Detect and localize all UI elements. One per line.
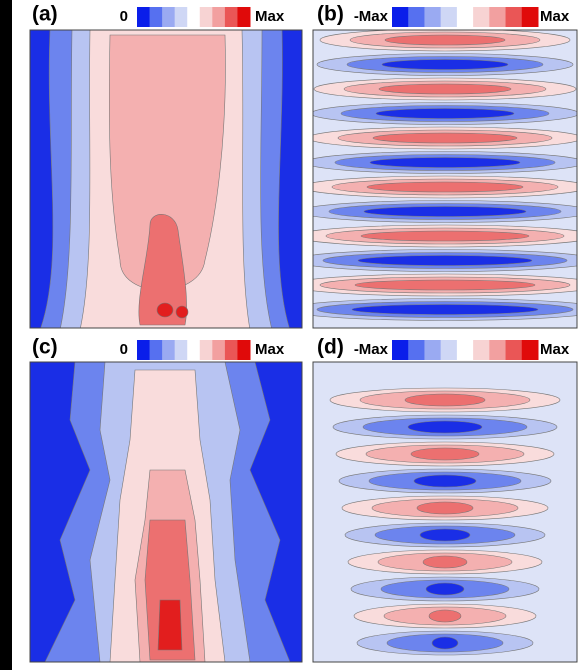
colorbar-segment — [162, 340, 175, 360]
scale-max: Max — [540, 8, 570, 25]
contour-region — [385, 35, 505, 45]
contour-region — [355, 280, 535, 290]
colorbar-segment — [408, 340, 425, 360]
colorbar-segment — [392, 340, 409, 360]
colorbar-segment — [162, 7, 175, 27]
contour-region — [158, 600, 182, 650]
colorbar-segment — [506, 340, 523, 360]
panel-label: (a) — [32, 3, 58, 26]
colorbar-segment — [225, 340, 238, 360]
contour-region — [373, 133, 517, 143]
colorbar-segment — [137, 340, 150, 360]
contour-region — [379, 84, 511, 94]
contour-region — [364, 207, 526, 217]
colorbar-segment — [212, 7, 225, 27]
colorbar-segment — [424, 7, 441, 27]
panel-label: (c) — [32, 336, 58, 359]
colorbar-segment — [150, 7, 163, 27]
colorbar-segment — [522, 7, 539, 27]
colorbar-segment — [187, 340, 200, 360]
contour-region — [432, 637, 458, 649]
contour-region — [420, 529, 470, 541]
figure: (a) 0 Max (b) -Max Max (c) 0 Max (d) -Ma… — [0, 0, 579, 670]
contour-region — [352, 305, 538, 315]
colorbar-segment — [237, 7, 250, 27]
contour-region — [414, 475, 476, 487]
colorbar-segment — [489, 7, 506, 27]
panel-label: (b) — [317, 3, 344, 26]
panel-label: (d) — [317, 336, 344, 359]
colorbar-segment — [489, 340, 506, 360]
contour-region — [361, 231, 529, 241]
colorbar-segment — [473, 7, 490, 27]
colorbar-segment — [150, 340, 163, 360]
contour-region — [429, 610, 461, 622]
colorbar-segment — [457, 340, 474, 360]
contour-plot — [287, 29, 579, 328]
colorbar-segment — [175, 7, 188, 27]
contour-region — [423, 556, 467, 568]
colorbar-segment — [187, 7, 200, 27]
colorbar-segment — [473, 340, 490, 360]
contour-plot — [30, 30, 302, 330]
contour-region — [376, 109, 514, 119]
colorbar-segment — [200, 340, 213, 360]
contour-region — [417, 502, 473, 514]
colorbar-segment — [424, 340, 441, 360]
scale-min: -Max — [354, 341, 389, 358]
contour-region — [426, 583, 464, 595]
colorbar-segment — [137, 7, 150, 27]
scale-min: 0 — [120, 8, 128, 25]
contour-region — [176, 306, 188, 318]
colorbar-segment — [392, 7, 409, 27]
page: (a) 0 Max (b) -Max Max (c) 0 Max (d) -Ma… — [0, 0, 579, 670]
scale-max: Max — [540, 341, 570, 358]
colorbar-segment — [200, 7, 213, 27]
scale-min: -Max — [354, 8, 389, 25]
contour-plot — [313, 362, 577, 662]
colorbar-segment — [441, 7, 458, 27]
contour-region — [367, 182, 523, 192]
colorbar-segment — [175, 340, 188, 360]
scale-min: 0 — [120, 341, 128, 358]
contour-region — [382, 60, 508, 70]
scale-max: Max — [255, 8, 285, 25]
scale-max: Max — [255, 341, 285, 358]
colorbar-segment — [522, 340, 539, 360]
contour-region — [411, 448, 479, 460]
contour-region — [358, 256, 532, 266]
colorbar-segment — [457, 7, 474, 27]
contour-region — [157, 303, 173, 317]
colorbar-segment — [237, 340, 250, 360]
contour-region — [370, 158, 520, 168]
colorbar-segment — [212, 340, 225, 360]
colorbar-segment — [441, 340, 458, 360]
left-bar — [0, 0, 12, 670]
colorbar-segment — [506, 7, 523, 27]
colorbar-segment — [408, 7, 425, 27]
contour-plot — [30, 362, 302, 662]
colorbar-segment — [225, 7, 238, 27]
contour-region — [405, 394, 485, 406]
contour-region — [408, 421, 482, 433]
